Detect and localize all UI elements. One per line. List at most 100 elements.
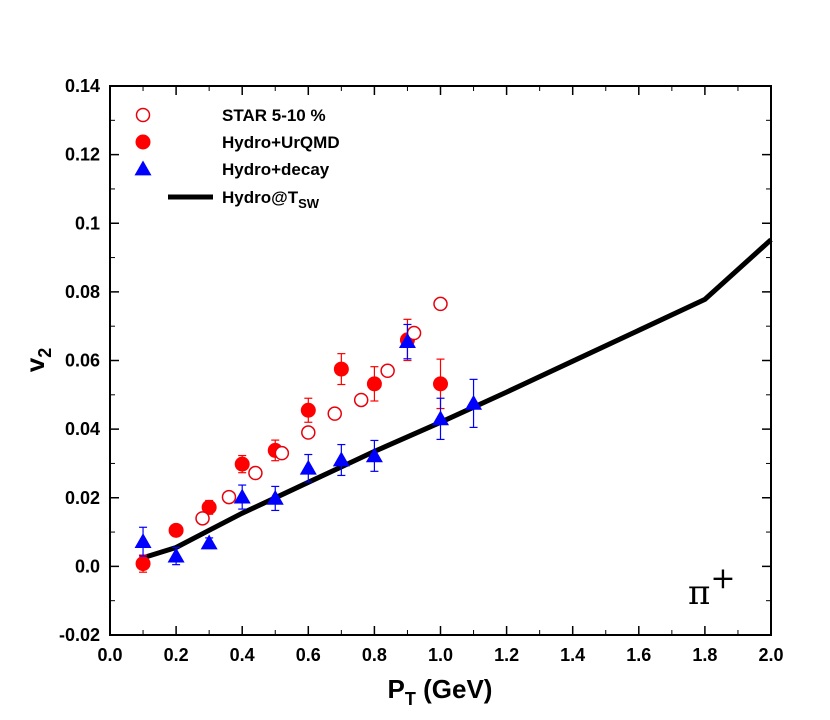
legend-item: Hydro@TSW <box>168 188 320 211</box>
legend-label-text: Hydro+UrQMD <box>222 133 340 152</box>
data-point <box>406 325 422 341</box>
y-tick-label: 0.06 <box>65 351 100 371</box>
axis-ticks: 0.0 0.2 0.4 0.6 0.8 1.0 1.2 1.4 1.6 1.8 2.0-0.020.… <box>59 76 784 665</box>
data-point <box>221 489 237 505</box>
y-tick-label: 0.04 <box>65 419 100 439</box>
data-point <box>167 546 185 566</box>
data-point <box>353 392 369 408</box>
marker <box>380 363 395 379</box>
x-tick-label: 1.6 <box>626 645 651 665</box>
marker <box>195 511 210 526</box>
x-tick-label: 0.6 <box>296 645 321 665</box>
data-point <box>433 296 448 312</box>
series-filled-circle <box>135 318 448 573</box>
x-tick-label: 0.8 <box>362 645 387 665</box>
y-tick-label: 0.1 <box>75 213 100 233</box>
data-point <box>195 511 210 526</box>
data-point <box>266 485 284 512</box>
y-tick-label: 0.0 <box>75 556 100 576</box>
data-point <box>432 397 449 441</box>
series-filled-triangle <box>134 323 483 566</box>
data-point <box>398 323 416 360</box>
x-tick-label: 1.8 <box>692 645 717 665</box>
legend-marker <box>135 134 151 150</box>
legend-label-text: Hydro@T <box>222 188 299 207</box>
marker <box>233 488 251 504</box>
marker <box>274 445 290 461</box>
marker <box>135 556 151 572</box>
marker <box>301 425 316 440</box>
marker <box>134 533 152 549</box>
data-point <box>366 366 382 402</box>
x-tick-label: 0.0 <box>97 645 122 665</box>
marker <box>168 522 184 538</box>
y-tick-label: 0.02 <box>65 488 100 508</box>
legend-label: Hydro@TSW <box>222 188 320 211</box>
pi-plus-annotation: π+ <box>688 561 736 613</box>
data-point <box>465 378 483 429</box>
legend-label: Hydro+decay <box>222 160 330 179</box>
x-tick-label: 1.4 <box>560 645 585 665</box>
marker <box>200 534 218 550</box>
data-point <box>234 454 250 474</box>
y-axis-label: v2 <box>20 348 55 372</box>
data-point <box>299 453 317 483</box>
x-axis-label: PT (GeV) <box>388 674 493 709</box>
data-point <box>380 363 395 379</box>
marker <box>248 465 263 481</box>
y-tick-label: -0.02 <box>59 625 100 645</box>
data-point <box>301 425 316 440</box>
data-point <box>200 534 218 550</box>
marker <box>299 459 317 475</box>
legend-item: Hydro+decay <box>134 160 330 179</box>
marker <box>398 333 416 349</box>
legend-label-text: Hydro+decay <box>222 160 330 179</box>
y-tick-label: 0.12 <box>65 145 100 165</box>
marker <box>432 410 449 426</box>
data-point <box>168 522 184 538</box>
marker <box>333 361 349 377</box>
data-point <box>332 443 350 477</box>
marker <box>465 394 483 410</box>
legend-label-text: STAR 5-10 % <box>222 106 326 125</box>
legend-marker <box>134 160 152 176</box>
legend-label-subscript: SW <box>298 196 320 211</box>
marker <box>201 499 217 515</box>
marker <box>433 376 448 392</box>
marker <box>300 402 316 418</box>
x-tick-label: 1.0 <box>428 645 453 665</box>
data-point <box>233 484 251 510</box>
series-line-hydro-tsw <box>142 237 773 561</box>
marker <box>332 451 350 467</box>
data-point <box>248 465 263 481</box>
marker <box>167 547 185 563</box>
data-point <box>333 353 349 386</box>
marker <box>327 406 342 421</box>
x-tick-label: 1.2 <box>494 645 519 665</box>
marker <box>234 456 250 472</box>
data-point <box>135 554 151 573</box>
x-tick-label: 2.0 <box>758 645 783 665</box>
data-point <box>274 445 290 461</box>
marker <box>366 376 382 392</box>
marker <box>365 447 383 463</box>
x-tick-label: 0.2 <box>164 645 189 665</box>
y-tick-label: 0.14 <box>65 76 100 96</box>
data-marks <box>134 237 773 573</box>
legend-item: STAR 5-10 % <box>135 106 326 125</box>
marker <box>433 296 448 312</box>
x-tick-label: 0.4 <box>230 645 255 665</box>
data-point <box>365 439 383 472</box>
data-point <box>300 397 316 423</box>
legend-marker <box>135 107 151 123</box>
legend-item: Hydro+UrQMD <box>135 133 340 152</box>
marker <box>221 489 237 505</box>
data-point <box>134 526 152 557</box>
series-open-circle <box>195 296 448 526</box>
marker <box>266 489 284 505</box>
data-point <box>201 499 217 515</box>
legend-label: Hydro+UrQMD <box>222 133 340 152</box>
legend: STAR 5-10 % Hydro+UrQMD Hydro+decay Hydro@T… <box>134 106 340 211</box>
legend-label: STAR 5-10 % <box>222 106 326 125</box>
